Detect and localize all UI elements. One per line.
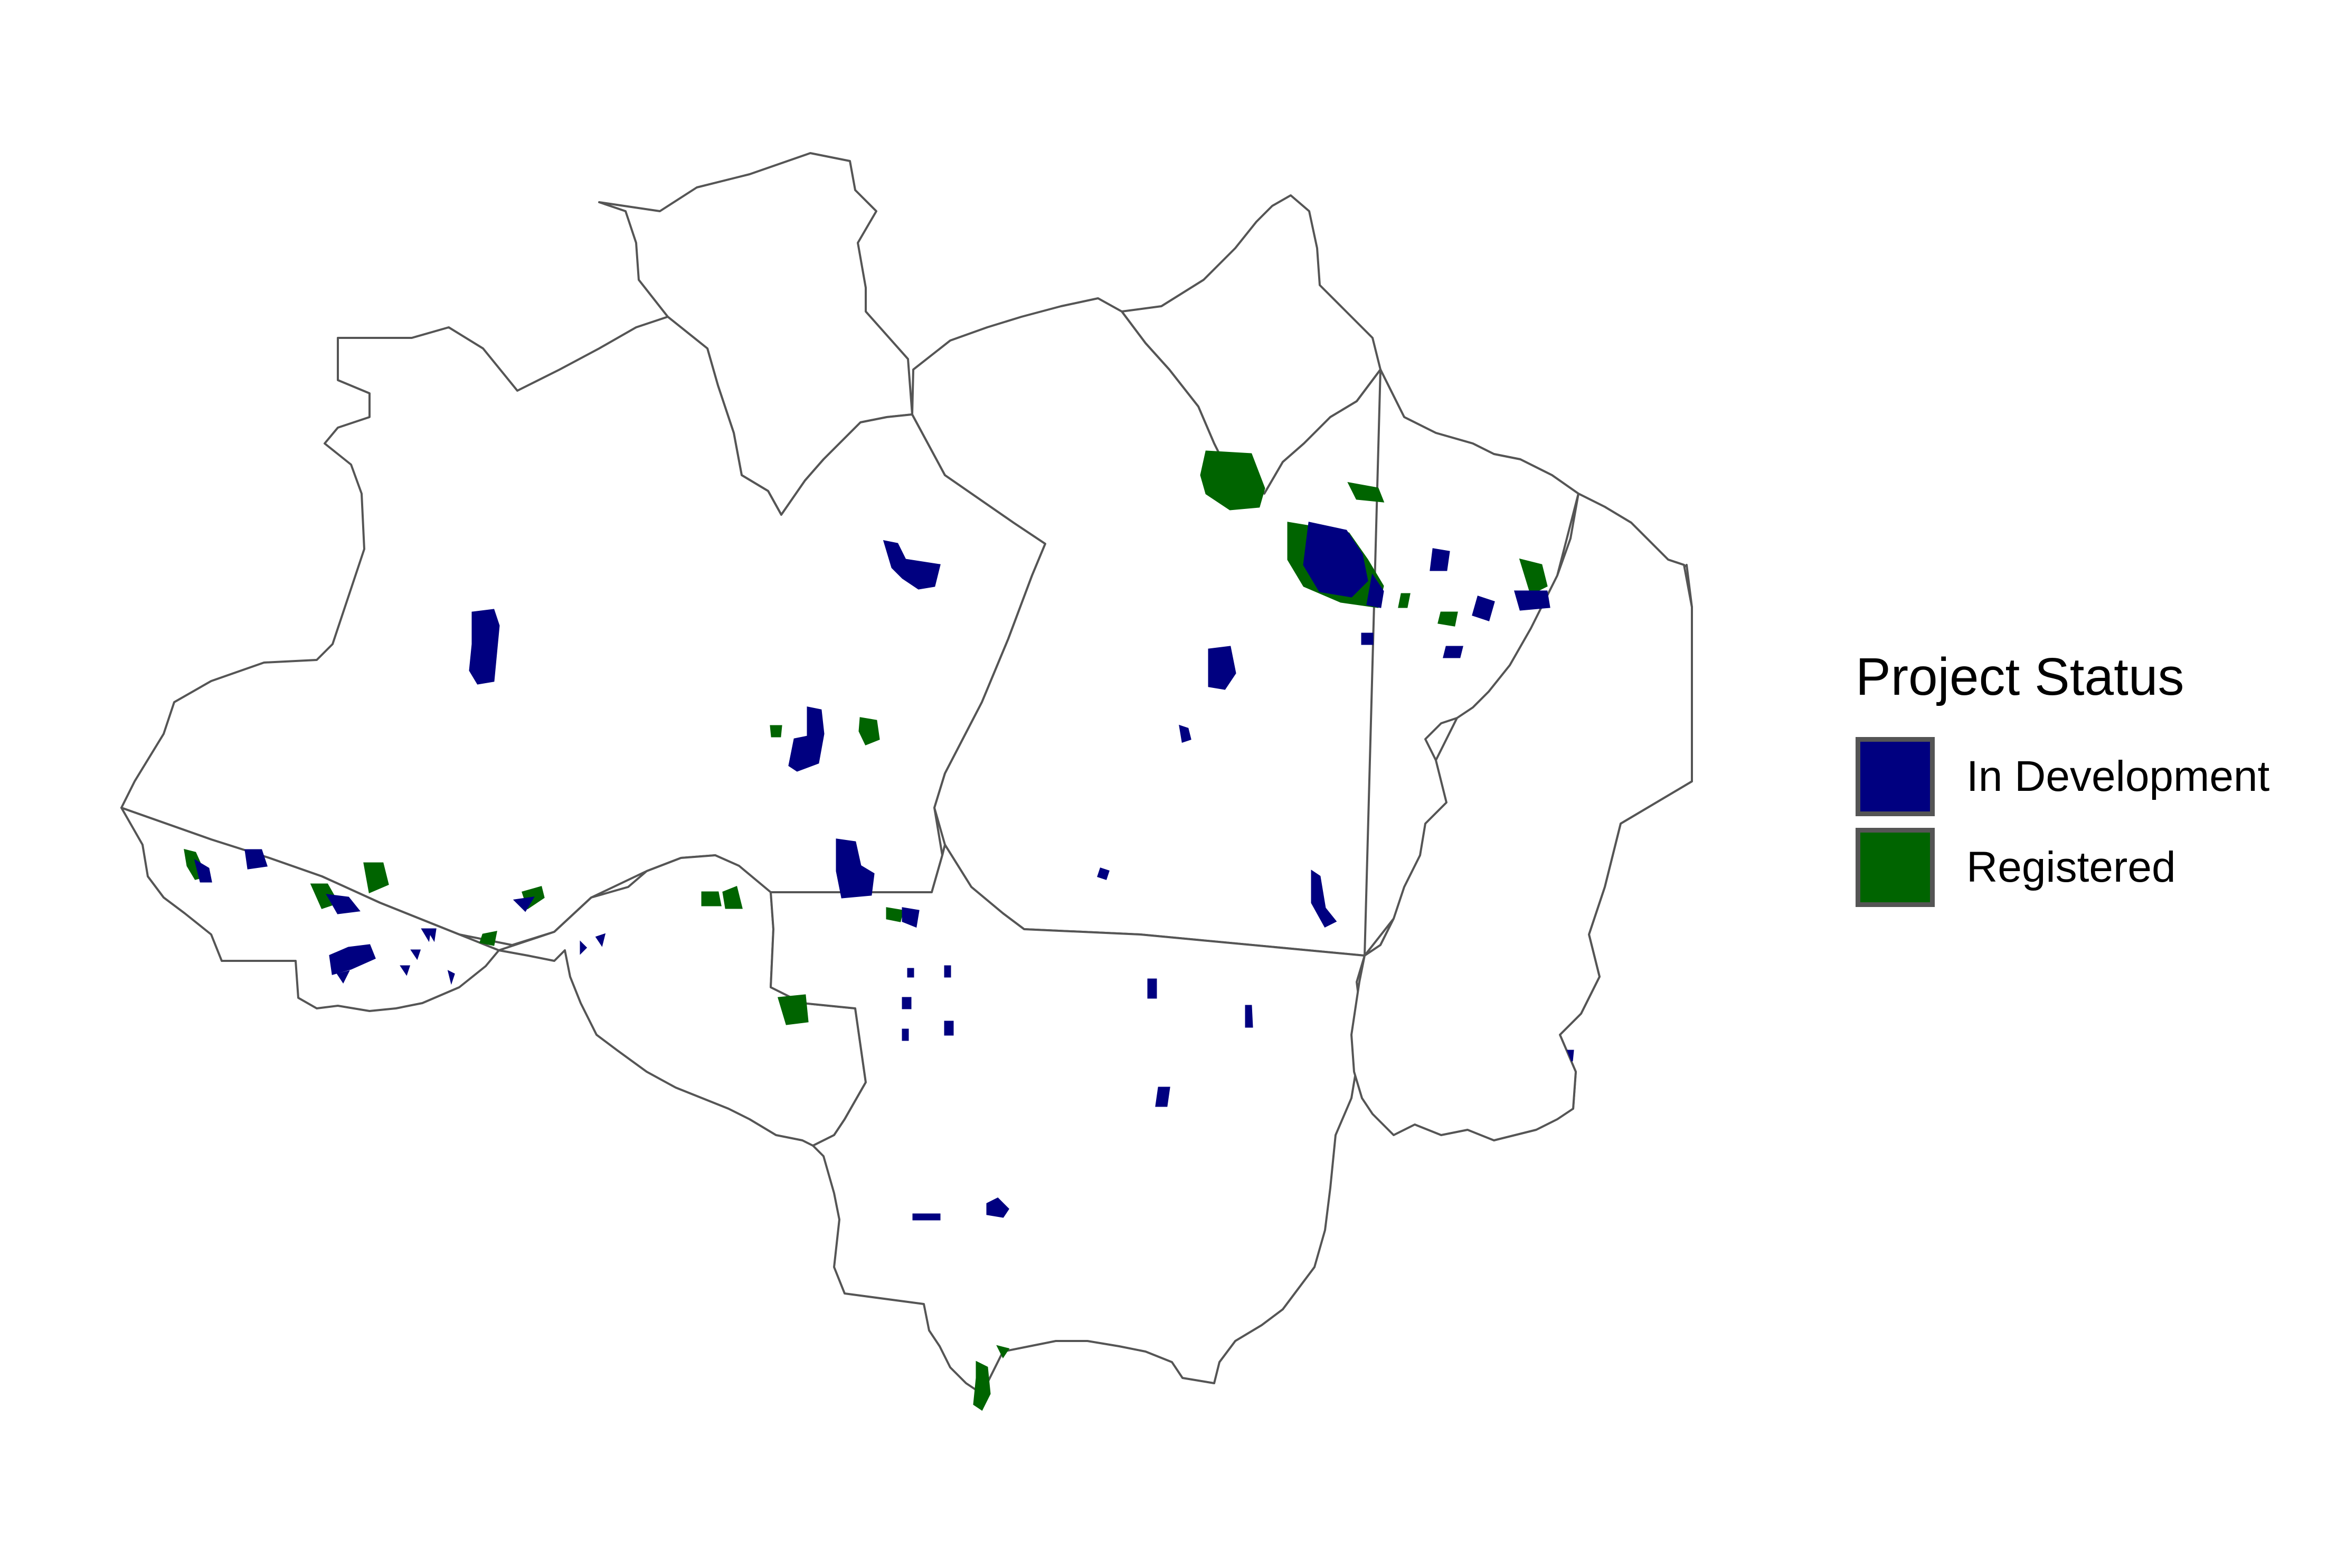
project-area-in-development [244,849,268,870]
project-area-registered [886,907,904,922]
project-area-in-development [1514,590,1550,611]
project-area-in-development [1311,870,1337,928]
project-area-in-development [912,1213,941,1221]
project-area-in-development [1303,522,1368,598]
project-area-in-development [1155,1087,1170,1107]
project-area-registered [778,994,809,1025]
project-area-in-development [1361,632,1374,645]
state-boundaries [120,152,1693,1395]
project-area-in-development [788,706,825,772]
legend-swatch-in-development [1856,737,1935,816]
project-area-registered [858,717,880,745]
project-area-in-development [1147,978,1157,999]
legend-item-in-development: In Development [1856,731,2310,822]
project-area-in-development [595,933,606,947]
project-area-registered [996,1345,1010,1358]
legend-item-registered: Registered [1856,822,2310,913]
project-area-in-development [400,965,411,976]
project-area-in-development [902,907,920,928]
project-area-registered [701,891,722,906]
project-area-in-development [580,940,588,955]
project-area-in-development [194,858,212,883]
project-area-registered [363,862,389,894]
project-area-in-development [426,928,437,942]
project-area-in-development [1443,646,1463,658]
project-area-in-development [902,997,912,1009]
legend-swatch-registered [1856,828,1935,907]
state-acre [120,807,500,1012]
project-area-in-development [336,970,350,984]
project-area-in-development [326,894,361,914]
project-area-in-development [1245,1005,1253,1028]
project-area-in-development [836,838,875,899]
project-area-registered [1398,593,1411,608]
project-area-in-development [469,609,500,685]
project-area-registered [722,885,743,909]
project-area-registered [1437,611,1458,627]
project-area-in-development [1566,1050,1574,1062]
state-tocantins [1350,369,1693,1141]
project-area-registered [1519,558,1548,596]
project-area-in-development [513,896,535,912]
map-legend: Project Status In Development Registered [1856,647,2310,913]
project-area-in-development [421,928,431,942]
project-area-in-development [883,540,941,590]
project-area-registered [770,725,782,738]
project-area-in-development [447,970,455,985]
project-area-in-development [902,1028,909,1041]
project-area-in-development [1097,867,1110,880]
project-area-in-development [410,949,421,960]
project-area-in-development [1366,573,1384,608]
project-area-in-development [1472,596,1495,621]
project-area-in-development [1430,548,1450,571]
project-area-registered [1347,481,1385,503]
project-area-in-development [1208,646,1236,690]
state-mato-grosso [770,844,1366,1395]
project-area-in-development [986,1197,1009,1218]
project-area-registered [1200,450,1265,511]
legend-title: Project Status [1856,647,2184,706]
legend-label-registered: Registered [1966,843,2176,891]
project-areas [184,450,1574,1411]
project-area-in-development [329,944,376,975]
project-area-registered [973,1361,991,1411]
project-area-in-development [944,1021,954,1036]
project-area-registered [479,931,497,946]
project-area-in-development [1179,724,1191,743]
legend-label-in-development: In Development [1966,752,2270,800]
project-area-in-development [944,965,951,978]
project-area-in-development [907,968,914,978]
